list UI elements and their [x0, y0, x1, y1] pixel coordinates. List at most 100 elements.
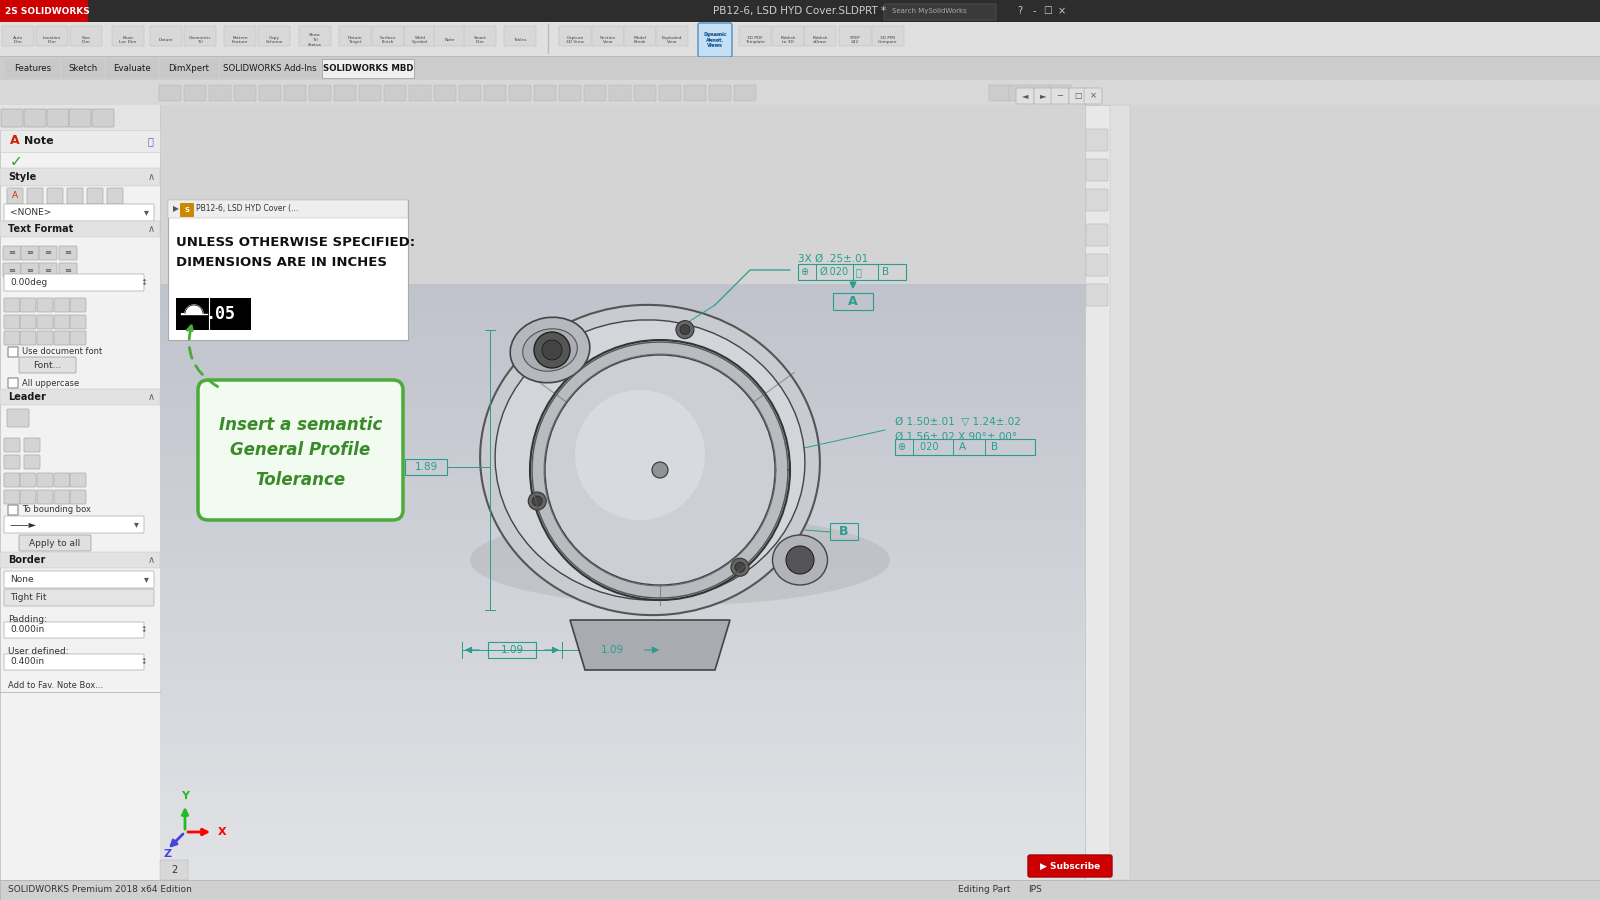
Text: DimXpert: DimXpert [168, 64, 210, 73]
Text: ≡: ≡ [27, 248, 34, 257]
FancyBboxPatch shape [699, 26, 731, 46]
FancyBboxPatch shape [558, 26, 590, 46]
Text: ⓘ: ⓘ [147, 136, 154, 146]
FancyBboxPatch shape [1051, 88, 1069, 104]
Text: Ø.020: Ø.020 [819, 267, 850, 277]
Text: ◄: ◄ [1022, 92, 1029, 101]
FancyBboxPatch shape [168, 200, 408, 340]
Text: ×: × [1090, 92, 1096, 101]
Text: ▾: ▾ [144, 574, 149, 584]
FancyBboxPatch shape [24, 109, 46, 127]
Text: Pattern
Feature: Pattern Feature [232, 36, 248, 44]
FancyBboxPatch shape [35, 26, 67, 46]
FancyBboxPatch shape [610, 85, 630, 101]
Text: Geometric
Tol: Geometric Tol [189, 36, 211, 44]
FancyBboxPatch shape [70, 473, 86, 487]
FancyBboxPatch shape [659, 85, 682, 101]
FancyBboxPatch shape [434, 85, 456, 101]
Text: ▶ Subscribe: ▶ Subscribe [1040, 861, 1101, 870]
Ellipse shape [470, 515, 890, 605]
Circle shape [731, 558, 749, 576]
Bar [160, 292, 1085, 300]
FancyBboxPatch shape [771, 26, 805, 46]
Text: Note: Note [445, 38, 454, 42]
Text: Tolerance: Tolerance [256, 471, 346, 489]
FancyBboxPatch shape [8, 378, 18, 388]
Text: Dynamic
Annot.
Views: Dynamic Annot. Views [702, 32, 726, 49]
FancyBboxPatch shape [1110, 105, 1130, 880]
FancyBboxPatch shape [459, 85, 482, 101]
Text: Exploded
View: Exploded View [662, 36, 682, 44]
FancyBboxPatch shape [37, 298, 53, 312]
FancyBboxPatch shape [0, 80, 1600, 105]
Bar [160, 857, 1085, 865]
Bar [160, 440, 1085, 448]
Text: ≡: ≡ [27, 266, 34, 274]
Text: ⊕: ⊕ [898, 442, 906, 452]
FancyBboxPatch shape [21, 246, 38, 260]
FancyBboxPatch shape [504, 26, 536, 46]
Text: ≡: ≡ [64, 248, 72, 257]
Text: 2S SOLIDWORKS: 2S SOLIDWORKS [5, 6, 90, 15]
Bar [160, 537, 1085, 545]
Bar [160, 648, 1085, 657]
Bar [160, 522, 1085, 530]
FancyBboxPatch shape [3, 246, 21, 260]
Circle shape [786, 546, 814, 574]
Text: PB12-6, LSD HYD Cover.SLDPRT *: PB12-6, LSD HYD Cover.SLDPRT * [714, 6, 886, 16]
Bar [160, 716, 1085, 724]
FancyBboxPatch shape [19, 331, 35, 345]
Text: ☐: ☐ [1074, 92, 1082, 101]
Text: To bounding box: To bounding box [22, 506, 91, 515]
Text: SOLIDWORKS MBD: SOLIDWORKS MBD [323, 64, 413, 73]
FancyBboxPatch shape [2, 109, 22, 127]
Text: Evaluate: Evaluate [114, 64, 150, 73]
Bar [160, 574, 1085, 582]
FancyBboxPatch shape [19, 473, 35, 487]
Bar [160, 679, 1085, 687]
FancyBboxPatch shape [1086, 129, 1107, 151]
FancyBboxPatch shape [299, 26, 331, 46]
FancyBboxPatch shape [168, 200, 408, 218]
Text: A: A [10, 134, 19, 148]
Text: 1.89: 1.89 [414, 462, 438, 472]
FancyBboxPatch shape [176, 298, 251, 330]
Circle shape [734, 562, 746, 572]
Text: Show
Tol
Status: Show Tol Status [309, 33, 322, 47]
FancyBboxPatch shape [334, 85, 355, 101]
FancyBboxPatch shape [0, 57, 1600, 80]
Text: ⊕: ⊕ [800, 267, 808, 277]
Bar [160, 812, 1085, 821]
FancyBboxPatch shape [1050, 85, 1070, 101]
Bar [160, 797, 1085, 806]
Text: SOLIDWORKS Add-Ins: SOLIDWORKS Add-Ins [222, 64, 317, 73]
Bar [160, 820, 1085, 828]
FancyBboxPatch shape [3, 490, 19, 504]
Circle shape [533, 496, 542, 506]
Text: Model
Break: Model Break [634, 36, 646, 44]
Bar [160, 365, 1085, 374]
Text: B: B [840, 525, 848, 538]
Text: 3D PDF
Template: 3D PDF Template [746, 36, 765, 44]
Text: Weld
Symbol: Weld Symbol [411, 36, 429, 44]
FancyBboxPatch shape [883, 4, 995, 20]
FancyBboxPatch shape [150, 26, 182, 46]
Circle shape [530, 340, 790, 600]
Text: 1.09: 1.09 [501, 645, 523, 655]
FancyBboxPatch shape [54, 298, 70, 312]
Text: SOLIDWORKS Premium 2018 x64 Edition: SOLIDWORKS Premium 2018 x64 Edition [8, 886, 192, 895]
FancyBboxPatch shape [37, 331, 53, 345]
Bar [160, 589, 1085, 598]
FancyBboxPatch shape [3, 331, 19, 345]
Text: -: - [1032, 6, 1035, 16]
Bar [160, 827, 1085, 835]
Text: General Profile: General Profile [230, 441, 371, 459]
FancyBboxPatch shape [592, 26, 624, 46]
Circle shape [528, 492, 546, 510]
Bar [160, 381, 1085, 389]
Text: ∧: ∧ [147, 555, 155, 565]
FancyBboxPatch shape [179, 203, 194, 217]
FancyBboxPatch shape [221, 59, 320, 78]
Bar [160, 284, 1085, 292]
Bar [160, 410, 1085, 419]
